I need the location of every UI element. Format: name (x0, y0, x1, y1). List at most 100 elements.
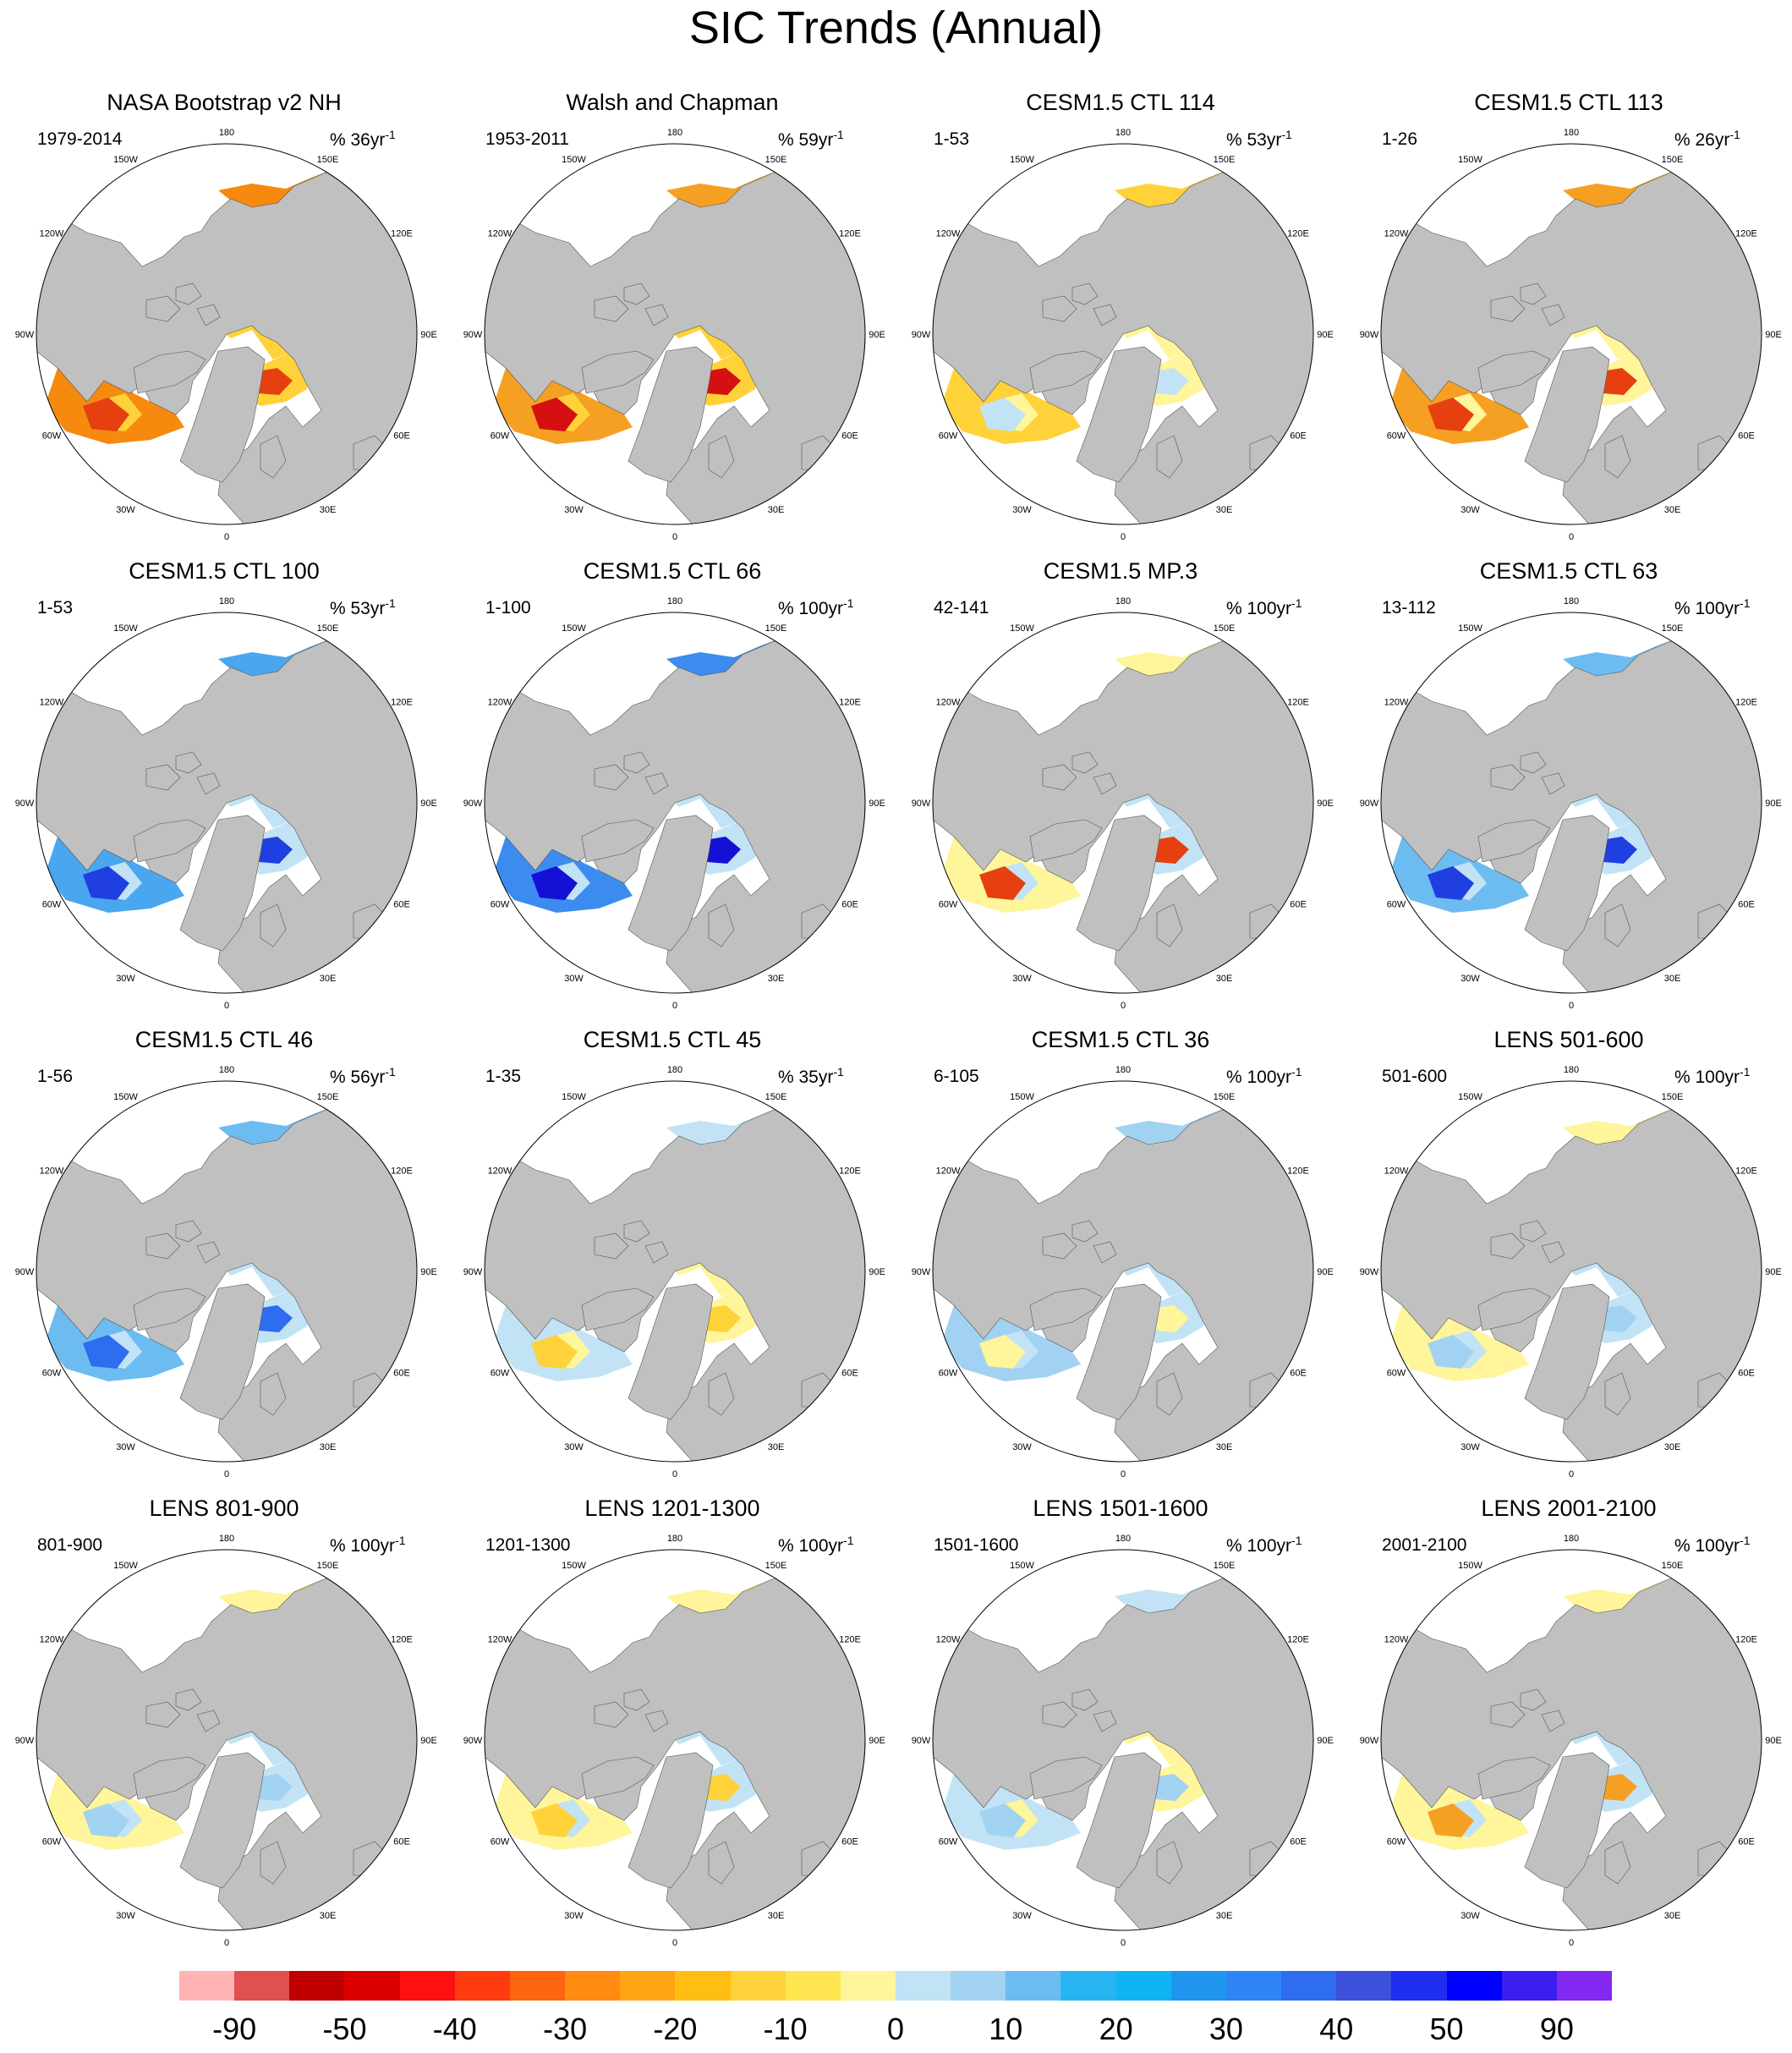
longitude-label: 0 (672, 1938, 677, 1948)
panel-title: LENS 1501-1600 (1033, 1496, 1208, 1521)
colorbar-label: -20 (653, 2012, 698, 2046)
longitude-label: 30W (564, 1911, 584, 1921)
trend-extreme-region (83, 866, 129, 900)
land-mass (260, 1841, 287, 1885)
longitude-label: 150E (765, 155, 787, 165)
longitude-label: 180 (667, 1065, 682, 1075)
longitude-label: 0 (224, 532, 229, 542)
longitude-label: 120W (488, 229, 512, 239)
colorbar-box (1170, 1971, 1227, 2001)
land-mass (1042, 1701, 1077, 1728)
panel-period: 1-100 (485, 598, 531, 618)
colorbar-box (509, 1971, 566, 2001)
panel-title: Walsh and Chapman (566, 90, 779, 115)
land-mass (933, 612, 1313, 993)
panel-period: 1-35 (485, 1067, 522, 1086)
longitude-label: 180 (219, 1065, 234, 1075)
longitude-label: 180 (1564, 596, 1579, 607)
longitude-label: 150E (1662, 155, 1684, 165)
land-mass (145, 1701, 181, 1728)
land-mass (36, 1550, 417, 1930)
longitude-label: 150W (562, 155, 586, 165)
land-mass (260, 903, 287, 947)
panel-unit-text: % 100yr (778, 599, 844, 618)
figure-title: SIC Trends (Annual) (688, 3, 1104, 53)
land-mass (145, 764, 181, 791)
land-mass (1156, 435, 1183, 479)
trend-extreme-region (531, 1803, 578, 1837)
land-mass (708, 903, 735, 947)
longitude-label: 90E (1317, 1736, 1334, 1746)
land-mass (179, 1283, 266, 1420)
land-mass (581, 819, 655, 863)
polar-map: 180 150E 120E 90E 60E 30E 0 30W 60W 90W 120W 150W (1360, 596, 1782, 1011)
longitude-label: 120E (839, 229, 861, 239)
land-mass (145, 295, 181, 322)
land-mass (179, 1752, 266, 1889)
longitude-label: 150E (317, 1092, 339, 1102)
longitude-label: 30E (1664, 1911, 1681, 1921)
land-mass (1381, 612, 1762, 993)
land-mass (1477, 1287, 1551, 1331)
land-mass (1071, 751, 1099, 774)
land-mass (36, 1081, 417, 1462)
longitude-label: 120E (391, 1635, 413, 1645)
longitude-label: 30W (116, 1442, 135, 1452)
polar-map: 180 150E 120E 90E 60E 30E 0 30W 60W 90W 120W 150W (463, 1534, 885, 1948)
map-boundary (1380, 1549, 1762, 1931)
land-mass (485, 1550, 865, 1930)
longitude-label: 150W (562, 1092, 586, 1102)
land-mass (623, 283, 650, 305)
panel-period: 6-105 (934, 1067, 979, 1086)
map-boundary (484, 143, 866, 525)
longitude-label: 30E (320, 1442, 337, 1452)
longitude-label: 90W (1360, 799, 1379, 809)
panel-period: 1-53 (37, 598, 74, 618)
longitude-label: 150E (317, 1561, 339, 1571)
map-panel: Walsh and Chapman 1953-2011 % 59yr-1 180 150… (448, 0, 896, 542)
panel-unit-text: % 100yr (1674, 599, 1740, 618)
longitude-label: 60W (490, 1837, 510, 1847)
polar-map: 180 150E 120E 90E 60E 30E 0 30W 60W 90W 120W 150W (15, 1065, 437, 1479)
longitude-label: 0 (1121, 1001, 1126, 1011)
land-mass (175, 1688, 202, 1711)
land-mass (1076, 1283, 1162, 1420)
land-mass (196, 304, 221, 327)
panel-unit-exponent: -1 (833, 1065, 844, 1079)
map-boundary (484, 1080, 866, 1463)
trend-extreme-region (1428, 1803, 1474, 1837)
longitude-label: 30W (564, 974, 584, 984)
panel-unit-text: % 100yr (1226, 599, 1292, 618)
map-panel: CESM1.5 CTL 114 1-53 % 53yr-1 180 150E 120E 90… (896, 0, 1345, 542)
longitude-label: 120E (1735, 229, 1757, 239)
longitude-label: 120W (40, 229, 64, 239)
longitude-label: 0 (1569, 1469, 1574, 1479)
land-mass (1524, 815, 1610, 952)
colorbar-box (675, 1971, 732, 2001)
land-mass (1477, 819, 1551, 863)
polar-map: 180 150E 120E 90E 60E 30E 0 30W 60W 90W 120W 150W (1360, 1065, 1782, 1479)
land-mass (581, 1756, 655, 1800)
longitude-label: 30E (320, 1911, 337, 1921)
land-mass (1093, 1241, 1117, 1264)
colorbar-box (620, 1971, 676, 2001)
longitude-label: 150W (562, 1561, 586, 1571)
panel-period: 801-900 (37, 1535, 103, 1555)
map-boundary (484, 1549, 866, 1931)
longitude-label: 150W (113, 623, 138, 634)
longitude-label: 30E (1664, 505, 1681, 515)
map-panel: LENS 2001-2100 2001-2100% 100yr-1 180 150E 1… (1345, 1406, 1792, 1948)
trend-extreme-region (83, 1803, 129, 1837)
polar-map: 180 150E 120E 90E 60E 30E 0 30W 60W 90W 120W 150W (463, 1065, 885, 1479)
longitude-label: 0 (1121, 1938, 1126, 1948)
land-mass (581, 1287, 655, 1331)
longitude-label: 60W (42, 900, 62, 910)
map-panel: CESM1.5 MP.3 42-141 % 100yr-1 180 150E 120E 90… (896, 469, 1345, 1011)
longitude-label: 60W (490, 431, 510, 442)
land-mass (644, 1710, 669, 1732)
polar-map: 180 150E 120E 90E 60E 30E 0 30W 60W 90W 120W 150W (15, 128, 437, 542)
land-mass (1381, 1550, 1762, 1930)
panel-title: CESM1.5 CTL 114 (1026, 90, 1215, 115)
panel-unit-text: % 53yr (330, 599, 386, 618)
longitude-label: 150W (562, 623, 586, 634)
